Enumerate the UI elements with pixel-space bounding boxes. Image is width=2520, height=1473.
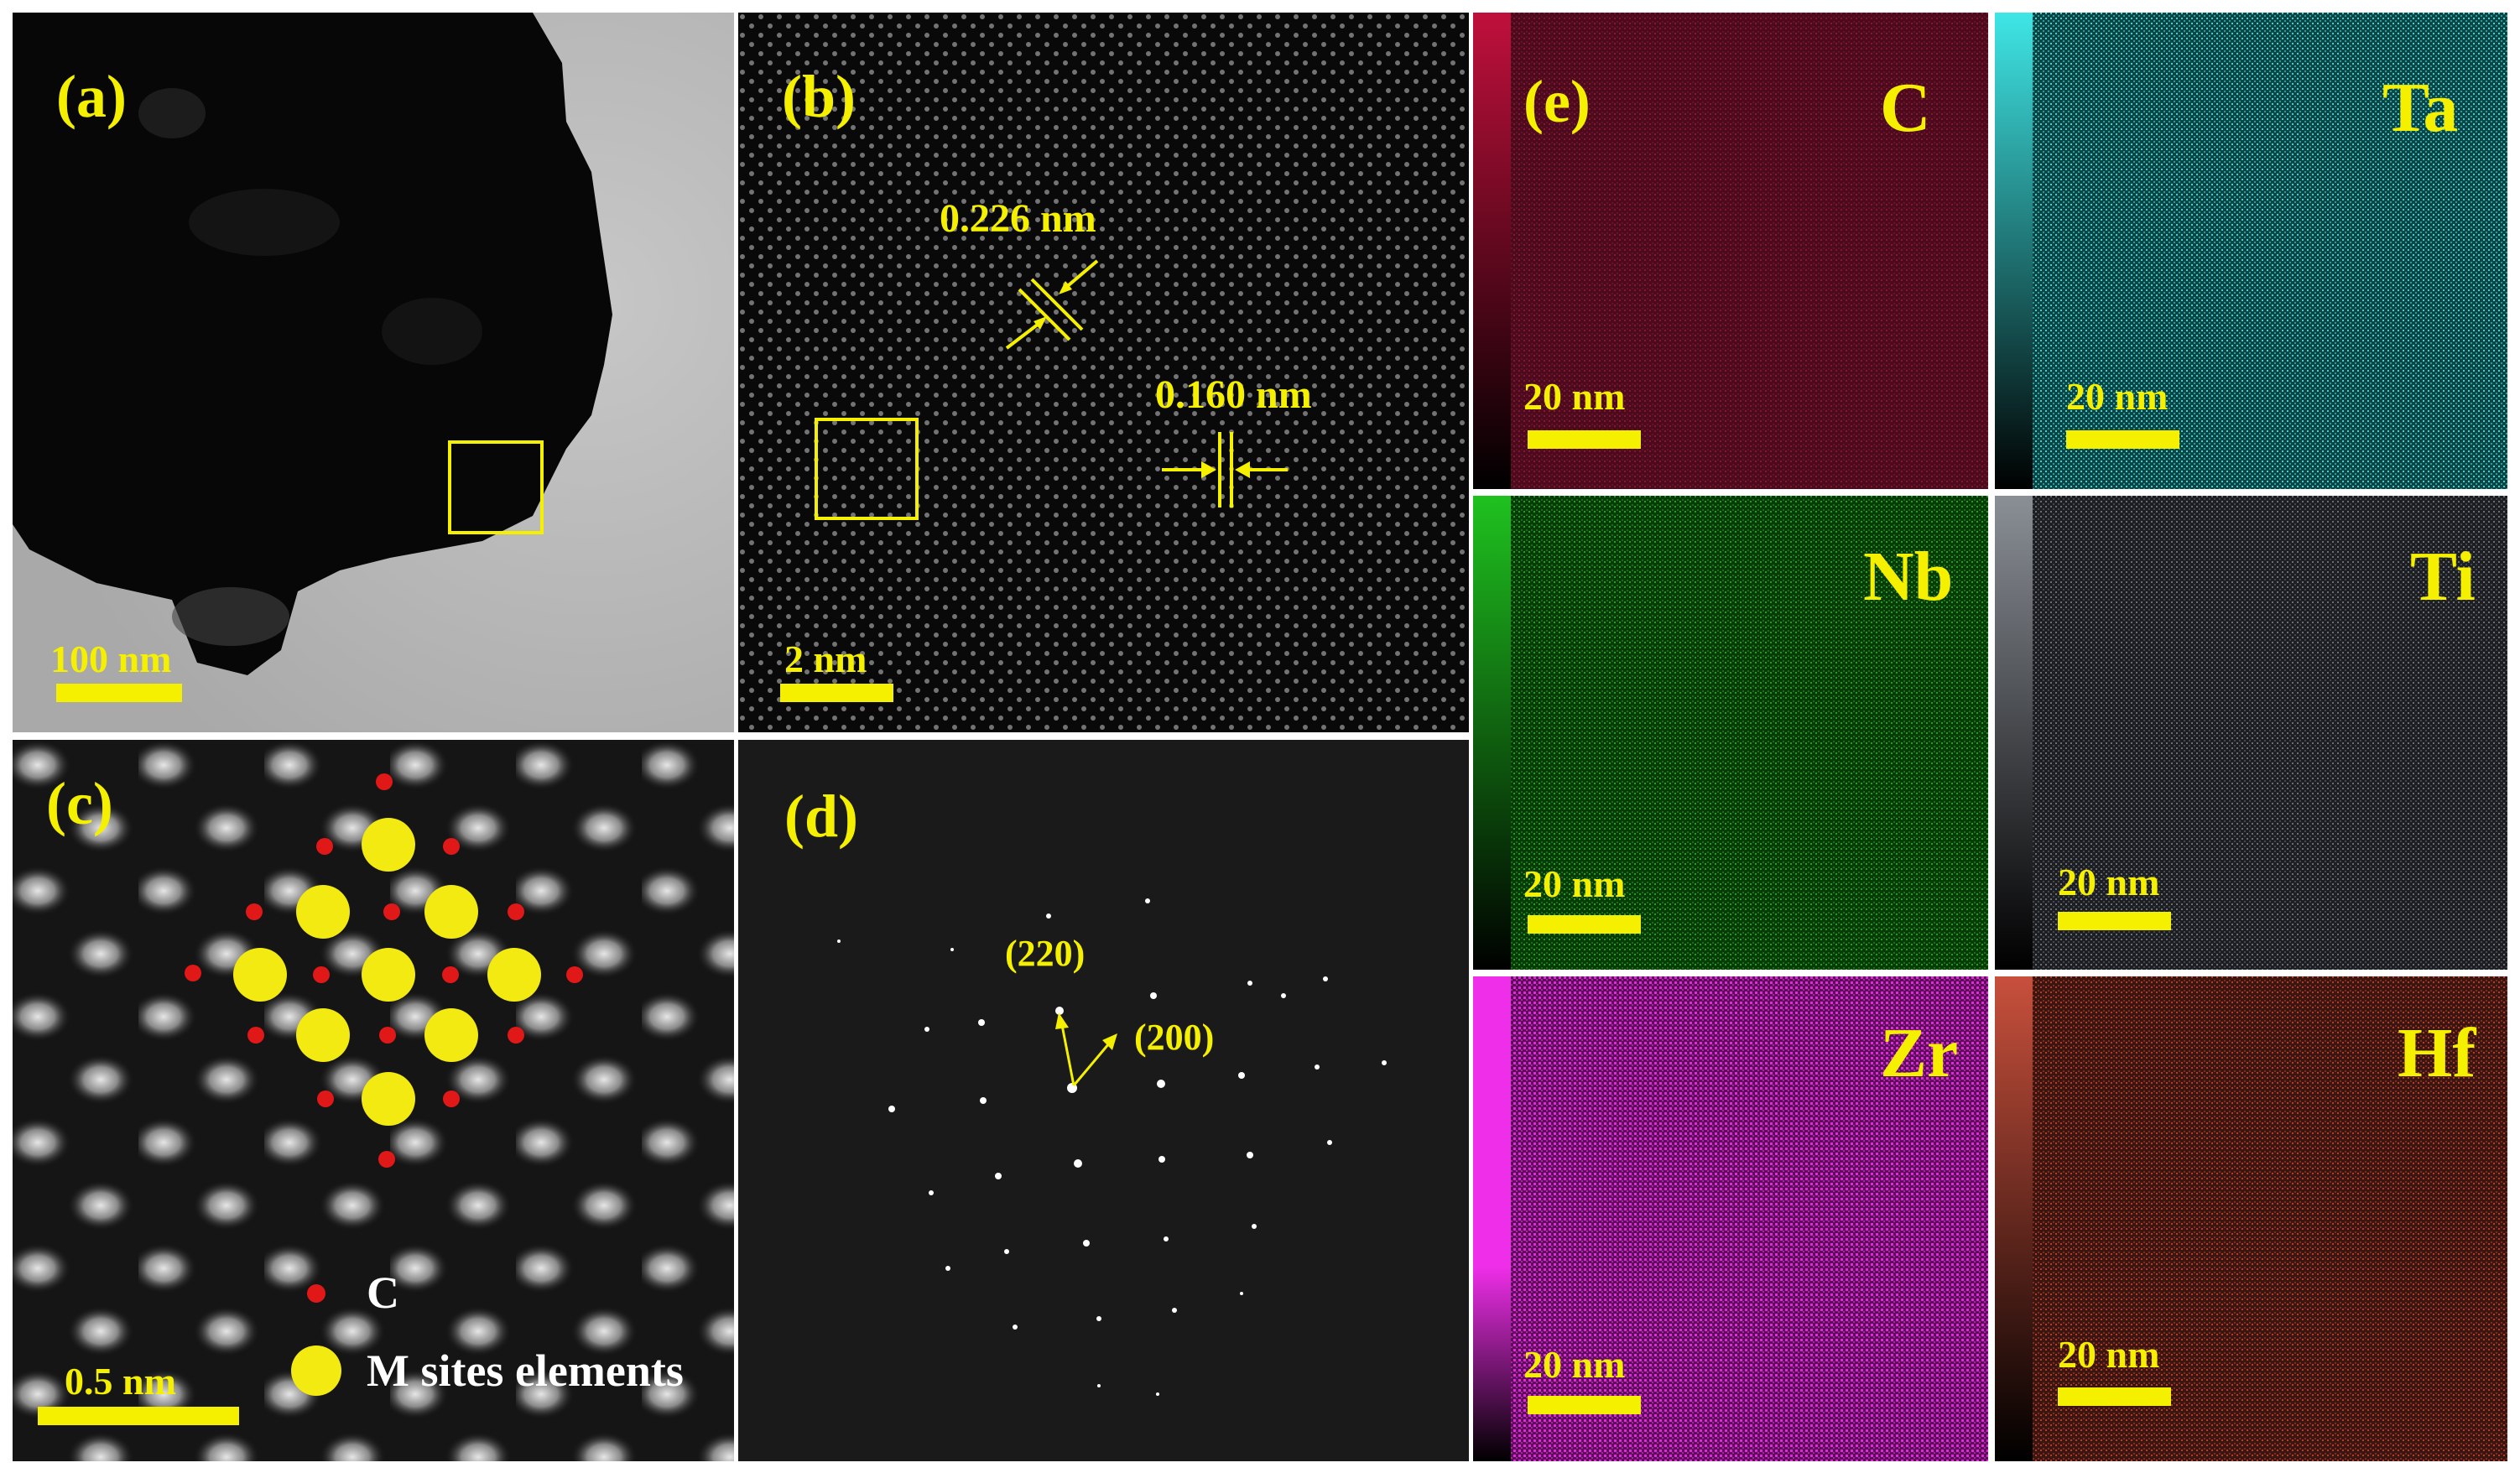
spacing-label-0160: 0.160 nm	[1155, 372, 1312, 417]
panel-a-scale-bar	[56, 684, 182, 702]
spacing-label-0226: 0.226 nm	[940, 196, 1096, 241]
map-nb: Nb 20 nm	[1473, 496, 1988, 970]
map-c: (e) C 20 nm	[1473, 13, 1988, 489]
panel-b-scale-bar	[780, 684, 893, 702]
color-scale-strip	[1995, 496, 2033, 970]
diffraction-spots	[837, 898, 1387, 1396]
panel-b-scale-text: 2 nm	[784, 638, 867, 680]
index-arrows	[1060, 1024, 1111, 1086]
panel-a-tem-image: (a) 100 nm	[13, 13, 734, 732]
map-zr-element: Zr	[1880, 1014, 1959, 1092]
panel-c-label: (c)	[46, 770, 113, 837]
color-scale-strip	[1473, 976, 1511, 1461]
map-hf-element: Hf	[2398, 1014, 2476, 1092]
color-scale-strip	[1995, 13, 2033, 489]
legend-carbon-text: C	[367, 1267, 399, 1318]
map-ti-scale-bar	[2058, 912, 2171, 930]
panel-b-hrtem-image: (b) 0.226 nm 0.160 nm 2 nm	[738, 13, 1469, 732]
map-ti-scale-text: 20 nm	[2058, 861, 2160, 903]
panel-a-label: (a)	[56, 63, 127, 130]
map-ta-element: Ta	[2382, 69, 2459, 147]
map-nb-scale-bar	[1528, 915, 1641, 934]
panel-e-label: (e)	[1523, 68, 1591, 135]
map-ta-scale-bar	[2066, 430, 2179, 449]
panel-a-micrograph	[13, 13, 734, 732]
map-nb-element: Nb	[1863, 538, 1954, 616]
metal-site-atoms	[233, 818, 541, 1126]
map-zr-scale-bar	[1528, 1396, 1641, 1414]
color-scale-strip	[1473, 13, 1511, 489]
panel-c-scale-bar	[38, 1407, 239, 1425]
map-ta-scale-text: 20 nm	[2066, 375, 2169, 418]
map-ti: Ti 20 nm	[1995, 496, 2507, 970]
map-ti-element: Ti	[2410, 538, 2476, 616]
panel-a-scale-text: 100 nm	[50, 638, 172, 680]
color-scale-strip	[1995, 976, 2033, 1461]
panel-d-spots	[837, 898, 1387, 1396]
map-hf-scale-text: 20 nm	[2058, 1333, 2160, 1376]
map-c-scale-text: 20 nm	[1523, 375, 1626, 418]
legend-metal-text: M sites elements	[367, 1345, 684, 1396]
panel-d-diffraction: (d) (220) (200)	[738, 740, 1469, 1461]
spot-label-200: (200)	[1134, 1017, 1215, 1058]
panel-c-atomic-image: (c) C M sites elements 0.5 nm	[13, 740, 734, 1461]
panel-c-atom-columns	[13, 740, 734, 1461]
spacing-marker-0226	[1005, 259, 1099, 350]
carbon-atoms	[185, 773, 583, 1168]
fft-region-box	[815, 418, 919, 520]
color-scale-strip	[1473, 496, 1511, 970]
panel-b-label: (b)	[782, 63, 856, 130]
panel-c-scale-text: 0.5 nm	[65, 1360, 176, 1403]
map-zr: Zr 20 nm	[1473, 976, 1988, 1461]
map-c-scale-bar	[1528, 430, 1641, 449]
legend-metal-marker	[291, 1345, 341, 1396]
map-zr-scale-text: 20 nm	[1523, 1343, 1626, 1386]
map-nb-scale-text: 20 nm	[1523, 862, 1626, 905]
map-c-element: C	[1880, 69, 1931, 147]
map-hf: Hf 20 nm	[1995, 976, 2507, 1461]
particle-silhouette	[13, 13, 612, 675]
spot-label-220: (220)	[1005, 933, 1086, 974]
map-hf-scale-bar	[2058, 1387, 2171, 1406]
panel-d-label: (d)	[784, 783, 858, 850]
selected-region-box	[448, 440, 544, 534]
legend-carbon-marker	[307, 1284, 325, 1303]
spacing-marker-0160	[1162, 432, 1288, 507]
map-ta: Ta 20 nm	[1995, 13, 2507, 489]
panel-b-lattice	[738, 13, 1469, 732]
